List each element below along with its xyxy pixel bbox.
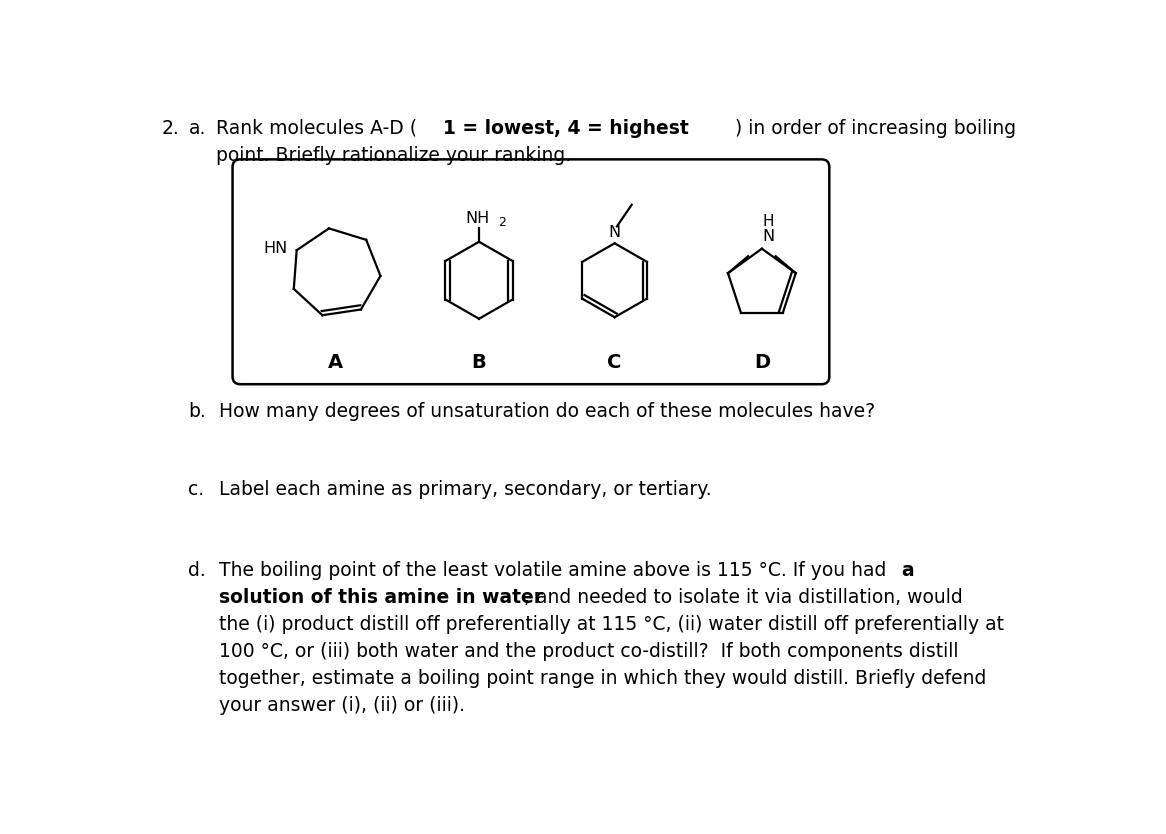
FancyBboxPatch shape <box>232 159 829 384</box>
Text: , and needed to isolate it via distillation, would: , and needed to isolate it via distillat… <box>524 588 963 607</box>
Text: NH: NH <box>465 211 490 226</box>
Text: H: H <box>763 214 774 229</box>
Text: point. Briefly rationalize your ranking.: point. Briefly rationalize your ranking. <box>216 145 570 164</box>
Text: the (i) product distill off preferentially at 115 °C, (ii) water distill off pre: the (i) product distill off preferential… <box>219 615 1004 634</box>
Text: 2.: 2. <box>161 118 180 138</box>
Text: A: A <box>328 354 343 373</box>
Text: N: N <box>763 229 774 244</box>
Text: Label each amine as primary, secondary, or tertiary.: Label each amine as primary, secondary, … <box>219 480 712 500</box>
Text: ) in order of increasing boiling: ) in order of increasing boiling <box>735 118 1016 138</box>
Text: Rank molecules A-D (: Rank molecules A-D ( <box>216 118 416 138</box>
Text: solution of this amine in water: solution of this amine in water <box>219 588 543 607</box>
Text: D: D <box>753 354 770 373</box>
Text: a.: a. <box>189 118 205 138</box>
Text: N: N <box>609 225 620 240</box>
Text: HN: HN <box>264 241 287 256</box>
Text: your answer (i), (ii) or (iii).: your answer (i), (ii) or (iii). <box>219 696 465 715</box>
Text: d.: d. <box>189 561 206 580</box>
Text: C: C <box>607 354 621 373</box>
Text: B: B <box>471 354 486 373</box>
Text: The boiling point of the least volatile amine above is 115 °C. If you had: The boiling point of the least volatile … <box>219 561 893 580</box>
Text: a: a <box>901 561 914 580</box>
Text: c.: c. <box>189 480 204 500</box>
Text: 2: 2 <box>498 216 506 229</box>
Text: 1 = lowest, 4 = highest: 1 = lowest, 4 = highest <box>443 118 688 138</box>
Text: 100 °C, or (iii) both water and the product co-distill?  If both components dist: 100 °C, or (iii) both water and the prod… <box>219 642 958 661</box>
Text: How many degrees of unsaturation do each of these molecules have?: How many degrees of unsaturation do each… <box>219 402 876 421</box>
Text: b.: b. <box>189 402 206 421</box>
Text: together, estimate a boiling point range in which they would distill. Briefly de: together, estimate a boiling point range… <box>219 669 986 688</box>
